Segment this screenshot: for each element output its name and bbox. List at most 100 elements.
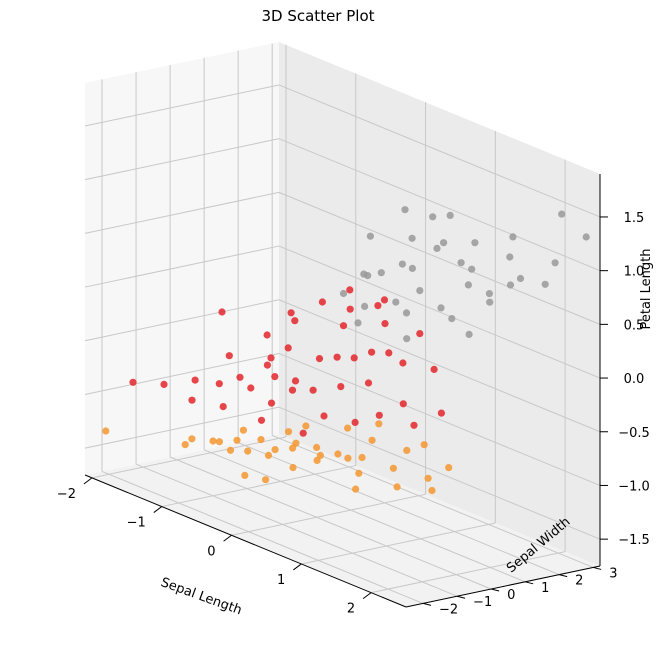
data-point-s2 [448, 315, 456, 323]
data-point-s1 [225, 352, 233, 360]
y-tick-mark [559, 574, 568, 578]
x-tick-mark [153, 506, 163, 513]
data-point-s2 [509, 233, 517, 241]
x-tick-mark [223, 534, 232, 542]
y-gridline-floor [169, 456, 492, 590]
x-tick-label: 0 [207, 544, 215, 559]
data-point-s0 [445, 464, 453, 472]
data-point-s0 [244, 447, 252, 455]
data-point-s1 [318, 298, 326, 306]
data-point-s1 [410, 421, 418, 429]
data-point-s1 [374, 302, 382, 310]
data-point-s2 [364, 272, 372, 280]
data-point-s2 [506, 281, 515, 289]
x-axis-label: Sepal Length [159, 575, 244, 618]
data-point-s1 [368, 348, 376, 356]
z-gridline-side [84, 352, 280, 395]
data-point-s1 [385, 349, 393, 357]
data-point-s2 [416, 287, 424, 295]
data-point-s2 [339, 289, 348, 298]
data-point-s0 [257, 436, 265, 444]
z-gridline-side [84, 84, 280, 127]
data-point-s2 [541, 280, 549, 288]
data-point-s1 [430, 365, 438, 373]
y-tick-label: 1 [541, 581, 549, 596]
data-point-s2 [485, 290, 493, 298]
data-point-s2 [433, 244, 441, 252]
z-axis-label: Petal Length [639, 248, 654, 329]
data-point-s2 [486, 298, 494, 306]
data-point-s0 [358, 453, 366, 462]
y-gridline-floor [101, 470, 424, 604]
data-point-s0 [313, 456, 321, 464]
data-point-s2 [392, 298, 400, 306]
data-point-s2 [465, 330, 473, 338]
x-axis-line [84, 474, 407, 608]
data-point-s0 [188, 435, 196, 443]
data-point-s0 [368, 436, 376, 444]
floor-pane [85, 434, 600, 607]
data-point-s0 [241, 471, 249, 479]
z-gridline-side [84, 406, 280, 449]
data-point-s1 [333, 353, 341, 361]
y-gridline-floor [272, 434, 594, 568]
y-tick-label: −2 [439, 602, 458, 617]
x-tick-mark [83, 477, 93, 485]
axis-panes [85, 42, 600, 607]
z-gridline-side [84, 138, 280, 181]
z-tick-label: −1.0 [618, 479, 650, 494]
z-tick-label: 1.5 [624, 211, 645, 226]
data-point-s2 [468, 265, 476, 273]
y-tick-mark [456, 595, 466, 599]
data-point-s1 [350, 354, 358, 362]
data-point-s1 [364, 379, 373, 387]
data-point-s1 [160, 380, 168, 388]
data-point-s1 [288, 386, 297, 394]
data-point-s2 [551, 259, 559, 267]
z-gridline-back [278, 245, 601, 379]
x-tick-mark [362, 592, 372, 600]
data-point-s1 [381, 320, 389, 328]
data-point-s1 [299, 429, 307, 437]
data-point-s1 [339, 322, 348, 330]
grid-lines [84, 43, 601, 604]
data-point-s2 [516, 274, 525, 283]
data-point-s2 [471, 239, 479, 247]
x-gridline-floor [301, 522, 496, 565]
data-point-s1 [191, 376, 199, 384]
x-tick-label: 1 [277, 573, 285, 588]
data-point-s2 [582, 233, 590, 241]
data-point-s0 [313, 443, 321, 452]
z-gridline-back [278, 352, 601, 486]
data-point-s1 [257, 416, 266, 424]
data-point-s1 [188, 396, 196, 404]
data-point-s0 [262, 476, 270, 484]
x-tick-label: 2 [347, 602, 355, 617]
data-point-s1 [380, 296, 389, 304]
data-point-s0 [334, 450, 342, 458]
z-tick-label: 0.5 [624, 318, 645, 333]
data-point-s1 [416, 330, 424, 338]
data-point-s0 [233, 436, 241, 444]
x-tick-label: −2 [57, 487, 76, 502]
y-tick-mark [422, 602, 432, 606]
data-point-s2 [377, 269, 385, 277]
axis-ticks: −2 −1 0 1 2 −2 −1 0 1 2 3 −1.5 −1.0 −0.5 0.0 0.5 1.0 1.5 [57, 211, 650, 617]
data-point-s2 [408, 234, 416, 242]
z-tick-label: 1.0 [624, 265, 645, 280]
data-point-s1 [247, 384, 255, 392]
data-point-s0 [393, 483, 401, 491]
z-gridline-back [278, 84, 601, 218]
x-gridline-floor [161, 465, 356, 508]
data-point-s1 [263, 361, 271, 369]
data-point-s0 [403, 446, 411, 454]
z-gridline-back [278, 299, 601, 433]
data-point-s0 [284, 428, 293, 436]
data-point-s1 [287, 309, 295, 317]
data-point-s0 [102, 427, 110, 435]
data-point-s0 [344, 424, 352, 432]
data-point-s1 [219, 403, 227, 411]
data-point-s2 [361, 302, 369, 310]
z-gridline-back [278, 138, 601, 272]
data-point-s1 [337, 383, 345, 391]
